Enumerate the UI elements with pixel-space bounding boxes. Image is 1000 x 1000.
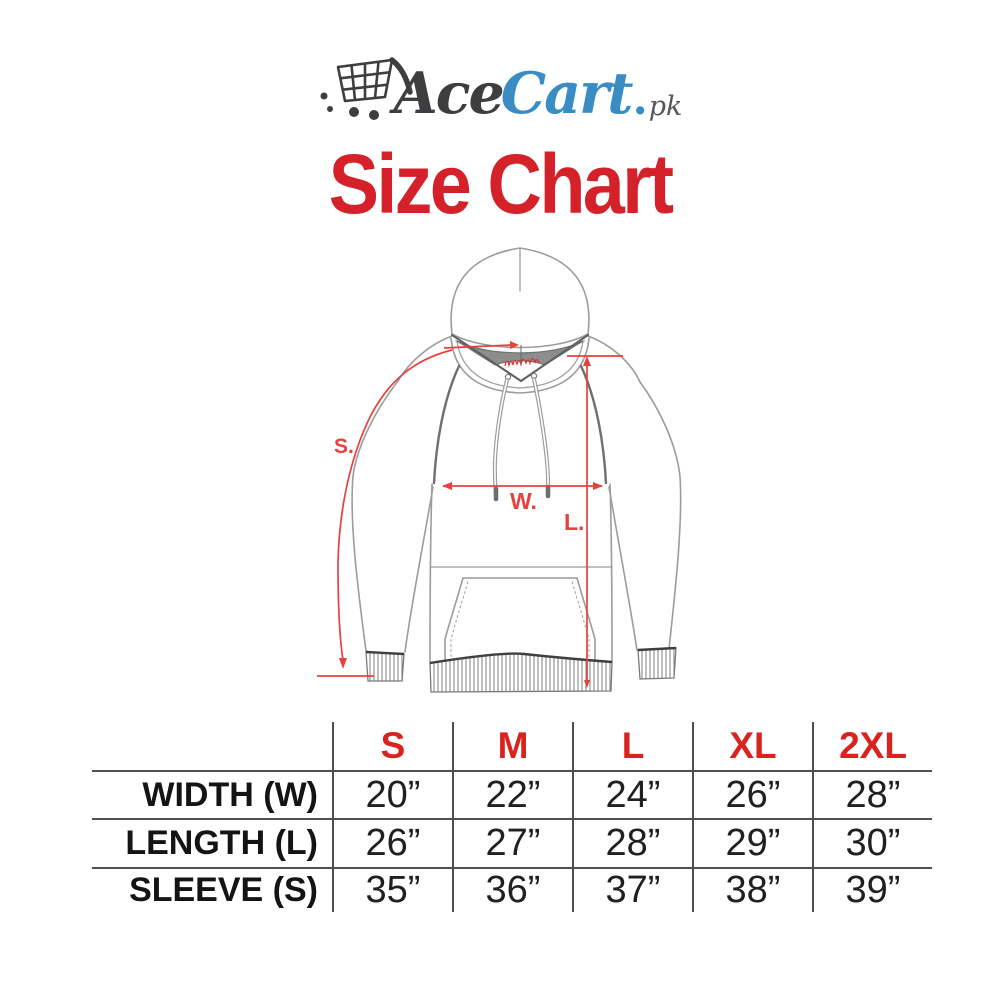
hood-brand-script-icon: [504, 358, 540, 368]
col-header-xl: XL: [692, 722, 812, 770]
shopping-cart-icon: [320, 57, 413, 120]
table-cell: 39”: [812, 867, 932, 912]
measurement-arrowheads: [339, 341, 603, 688]
table-cell: 35”: [332, 867, 452, 912]
page-title: Size Chart: [328, 137, 674, 231]
brand-word-dark: Ace: [393, 60, 505, 127]
row-label-length: LENGTH (L): [92, 818, 332, 867]
brand-word-accent: Cart: [500, 60, 634, 127]
col-header-2xl: 2XL: [812, 722, 932, 770]
hood-fold-lines: [451, 334, 589, 382]
brand-logo: Ace Cart . pk: [0, 42, 1000, 122]
table-cell: 29”: [692, 818, 812, 867]
table-cell: 20”: [332, 770, 452, 818]
table-cell: 36”: [452, 867, 572, 912]
table-cell: 27”: [452, 818, 572, 867]
sleeve-measure-label: S.: [334, 435, 354, 458]
table-cell: 30”: [812, 818, 932, 867]
table-cell: 38”: [692, 867, 812, 912]
drawstrings: [492, 377, 551, 502]
table-cell: 28”: [572, 818, 692, 867]
row-label-sleeve: SLEEVE (S): [92, 867, 332, 912]
table-cell: 37”: [572, 867, 692, 912]
table-cell: 26”: [332, 818, 452, 867]
size-table: S M L XL 2XL WIDTH (W) 20” 22” 24” 26” 2…: [92, 722, 932, 912]
row-label-width: WIDTH (W): [92, 770, 332, 818]
col-header-l: L: [572, 722, 692, 770]
col-header-m: M: [452, 722, 572, 770]
hoodie-measurement-diagram: S. W. L.: [317, 247, 682, 693]
table-cell: 26”: [692, 770, 812, 818]
width-measure-label: W.: [510, 488, 537, 514]
ribbed-hem-and-cuffs: [365, 646, 677, 693]
brand-tld: pk: [648, 91, 683, 122]
raglan-seams: [432, 364, 608, 485]
table-cell: 22”: [452, 770, 572, 818]
col-header-s: S: [332, 722, 452, 770]
table-corner-cell: [92, 722, 332, 770]
brand-dot: .: [632, 74, 648, 125]
length-measure-label: L.: [564, 509, 584, 535]
table-cell: 24”: [572, 770, 692, 818]
measurement-lines: [317, 344, 623, 685]
table-cell: 28”: [812, 770, 932, 818]
hoodie-outline: [351, 247, 682, 663]
